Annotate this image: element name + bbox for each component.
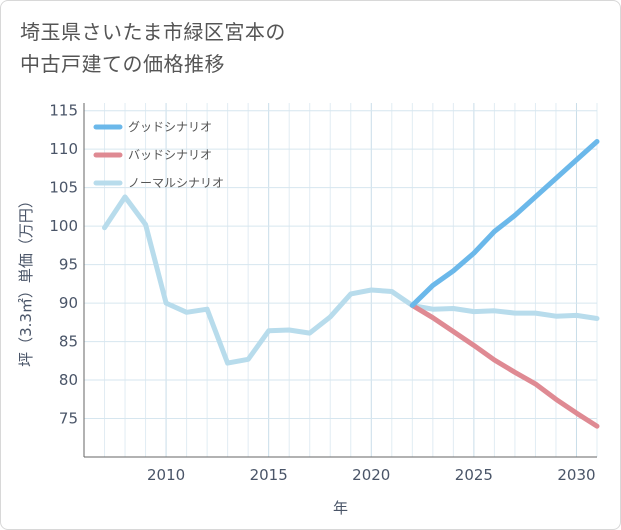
x-tick-label-2010: 2010 <box>147 466 185 484</box>
x-axis-label: 年 <box>333 499 348 517</box>
y-tick-label-110: 110 <box>49 140 78 158</box>
legend-label-1: バッドシナリオ <box>128 148 212 162</box>
series-lines <box>102 139 600 429</box>
series-line-0 <box>409 139 600 308</box>
series-line-2 <box>102 194 600 366</box>
x-tick-label-2020: 2020 <box>352 466 390 484</box>
tick-labels: 2010 2015 2020 2025 2030 75 80 85 90 95 100 105 110 1… <box>49 102 595 484</box>
y-tick-label-75: 75 <box>59 410 78 428</box>
y-tick-label-85: 85 <box>59 333 78 351</box>
y-tick-label-90: 90 <box>59 294 78 312</box>
y-axis-label: 坪（3.3㎡）単価（万円） <box>17 193 35 367</box>
x-tick-label-2030: 2030 <box>557 466 595 484</box>
y-tick-label-105: 105 <box>49 179 78 197</box>
axes <box>83 103 597 458</box>
chart-title-line-2: 中古戸建ての価格推移 <box>20 52 225 76</box>
legend-label-2: ノーマルシナリオ <box>128 176 224 190</box>
x-tick-label-2015: 2015 <box>250 466 288 484</box>
chart-title: 埼玉県さいたま市緑区宮本の 中古戸建ての価格推移 <box>20 16 286 80</box>
y-tick-label-115: 115 <box>49 102 78 120</box>
y-tick-label-80: 80 <box>59 371 78 389</box>
series-line-1 <box>409 302 600 429</box>
x-tick-label-2025: 2025 <box>455 466 493 484</box>
y-tick-label-100: 100 <box>49 217 78 235</box>
chart-title-line-1: 埼玉県さいたま市緑区宮本の <box>20 20 286 44</box>
y-tick-label-95: 95 <box>59 256 78 274</box>
legend-label-0: グッドシナリオ <box>128 120 212 134</box>
